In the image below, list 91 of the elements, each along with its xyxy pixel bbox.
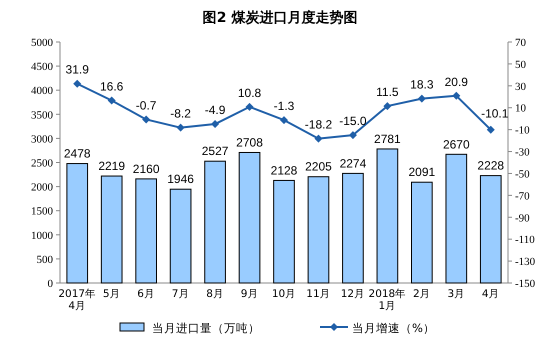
point <box>108 96 116 104</box>
point <box>452 92 460 100</box>
bar <box>308 176 330 284</box>
x-tick-label: 4月 <box>482 288 500 300</box>
y-tick-label: 3500 <box>31 109 54 122</box>
bar <box>100 176 123 284</box>
data-label: 2219 <box>98 159 126 174</box>
legend-label: 当月进口量（万吨） <box>152 321 260 335</box>
data-label: -15.0 <box>339 114 367 128</box>
y2-tick-label: -30 <box>515 146 530 159</box>
point <box>176 124 185 132</box>
y2-tick-label: -70 <box>515 190 530 202</box>
legend-label: 当月增速（%） <box>352 321 435 335</box>
x-tick-label: 12月 <box>340 288 366 300</box>
bar <box>445 154 468 284</box>
x-tick-label: 5月 <box>102 288 121 300</box>
bar <box>204 160 226 284</box>
data-label: 2228 <box>477 158 504 173</box>
bar <box>376 148 398 284</box>
point <box>142 115 150 124</box>
bar <box>342 172 364 284</box>
y-tick-label: 3000 <box>31 133 54 146</box>
data-label: 2781 <box>374 132 402 146</box>
x-tick-label: 11月 <box>306 288 331 300</box>
data-label: 2478 <box>64 146 91 161</box>
data-label: -0.7 <box>136 98 157 112</box>
y-tick-label: 1500 <box>31 206 54 218</box>
chart-title: 图2 煤炭进口月度走势图 <box>202 9 358 26</box>
x-tick-label: 6月 <box>137 288 155 300</box>
data-label: 18.3 <box>410 78 434 92</box>
point <box>314 134 322 143</box>
y2-tick-label: -150 <box>515 278 536 290</box>
data-label: 20.9 <box>444 74 468 89</box>
y-tick-label: 0 <box>48 278 54 290</box>
point <box>280 116 288 124</box>
point <box>383 102 392 110</box>
bar <box>238 152 260 284</box>
x-tick-label: 8月 <box>206 288 224 300</box>
data-label: -18.2 <box>304 118 332 132</box>
point <box>486 126 495 134</box>
y-tick-label: 2000 <box>31 182 54 194</box>
bar <box>411 182 433 284</box>
point <box>246 102 254 111</box>
y2-tick-label: -110 <box>515 234 536 246</box>
x-tick-label: 2017年 4月 <box>58 288 96 312</box>
data-label: 31.9 <box>66 62 90 77</box>
y2-tick-label: -90 <box>515 212 530 224</box>
x-tick-label: 2018年 1月 <box>368 288 406 312</box>
y2-tick-label: -10 <box>515 124 530 137</box>
data-label: 16.6 <box>100 79 124 94</box>
bar <box>480 175 502 284</box>
point <box>348 131 357 140</box>
x-tick-label: 10月 <box>272 288 296 300</box>
y-tick-label: 500 <box>36 254 54 266</box>
x-tick-label: 2月 <box>413 288 431 300</box>
y2-tick-label: -130 <box>515 256 536 268</box>
x-tick-label: 7月 <box>172 288 190 300</box>
point <box>211 120 220 128</box>
data-label: 2128 <box>270 163 298 178</box>
data-label: 2670 <box>442 137 470 152</box>
data-label: -10.1 <box>481 106 509 121</box>
data-label: 2708 <box>236 135 264 150</box>
point <box>73 80 82 88</box>
bar <box>273 180 295 284</box>
y-tick-label: 2500 <box>31 158 54 170</box>
y-tick-label: 1000 <box>31 230 54 242</box>
y-tick-label: 4500 <box>31 61 54 74</box>
y2-tick-label: 50 <box>515 58 526 71</box>
data-label: 2205 <box>305 160 332 174</box>
data-label: 2527 <box>202 144 229 158</box>
bar <box>66 163 88 284</box>
data-label: -4.9 <box>204 103 226 118</box>
data-label: 2091 <box>408 165 436 180</box>
data-label: -1.3 <box>274 99 295 114</box>
y-tick-label: 4000 <box>31 85 54 98</box>
x-tick-label: 3月 <box>447 288 466 300</box>
data-label: 1946 <box>167 172 194 186</box>
data-label: 10.8 <box>238 86 262 100</box>
y2-tick-label: 10 <box>515 102 526 115</box>
y2-tick-label: 70 <box>515 37 526 49</box>
x-tick-label: 9月 <box>240 288 258 300</box>
data-label: -8.2 <box>170 106 192 121</box>
bar <box>135 178 157 284</box>
data-label: 11.5 <box>376 85 399 100</box>
data-label: 2160 <box>132 162 160 176</box>
y2-tick-label: -50 <box>515 168 530 180</box>
y-tick-label: 5000 <box>31 37 54 49</box>
y2-tick-label: 30 <box>515 80 526 93</box>
data-label: 2274 <box>340 156 367 170</box>
point <box>418 94 426 103</box>
bar <box>170 188 192 284</box>
